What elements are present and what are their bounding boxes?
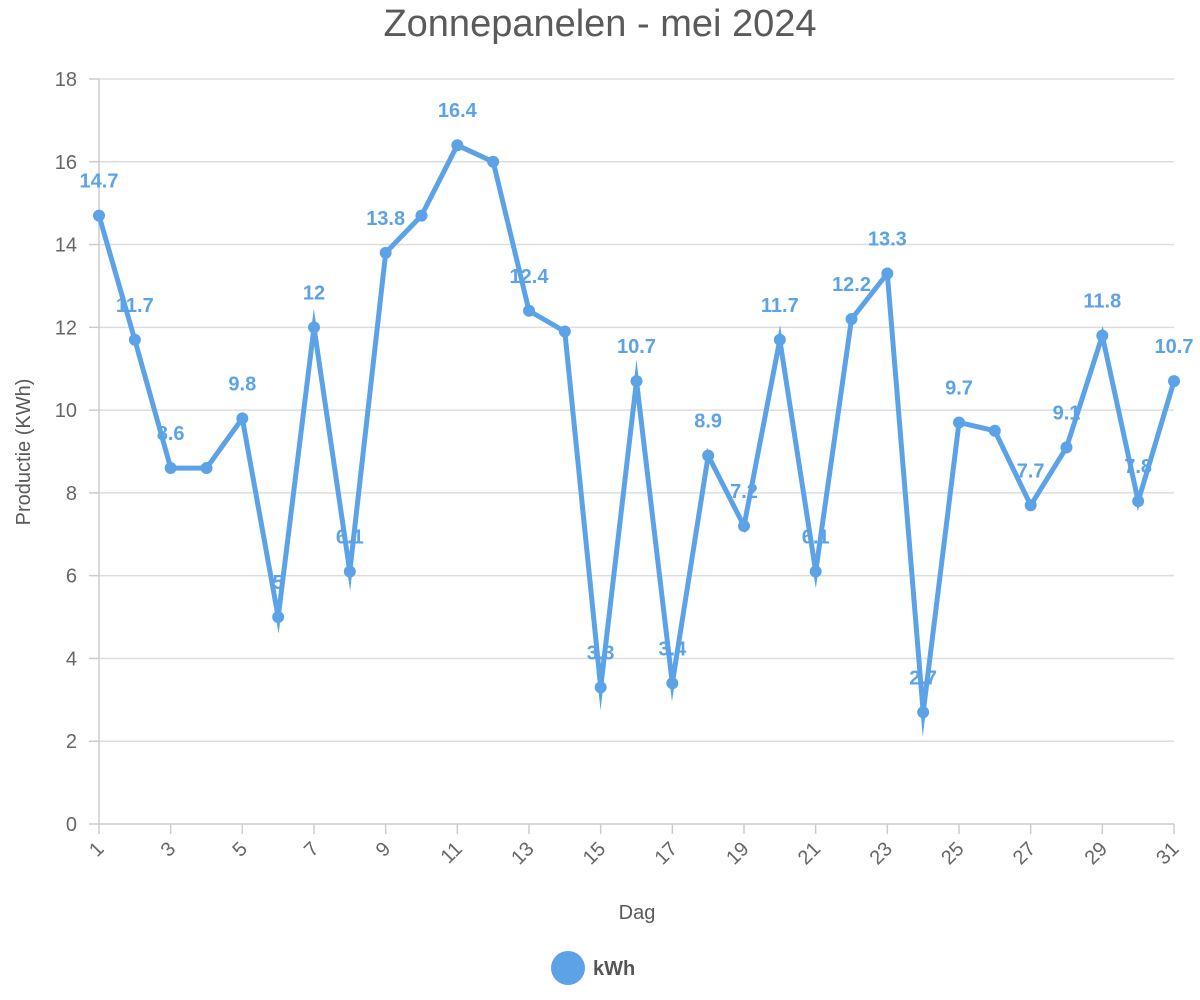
data-label: 13.8 (366, 208, 405, 230)
data-point[interactable] (702, 449, 715, 462)
data-label: 10.7 (1155, 336, 1194, 358)
data-point[interactable] (1024, 499, 1037, 512)
data-point[interactable] (594, 681, 607, 694)
data-label: 6.1 (336, 527, 364, 549)
data-point[interactable] (93, 209, 105, 222)
data-label: 9.8 (228, 373, 256, 395)
x-tick-label: 11 (437, 838, 467, 868)
data-point[interactable] (164, 462, 177, 475)
chart-title: Zonnepanelen - mei 2024 (383, 3, 816, 45)
data-point[interactable] (200, 462, 213, 475)
data-point[interactable] (1060, 441, 1073, 454)
data-label: 5 (273, 572, 284, 594)
data-label: 11.7 (116, 295, 154, 317)
data-point[interactable] (845, 313, 858, 326)
x-tick-label: 5 (228, 838, 251, 861)
data-label: 12 (303, 282, 325, 304)
series-kwh (93, 139, 1180, 737)
x-tick-label: 7 (300, 838, 323, 861)
data-point[interactable] (773, 333, 786, 346)
axes (89, 78, 1175, 834)
data-label: 3.4 (658, 638, 687, 660)
data-label: 13.3 (868, 229, 907, 251)
data-point[interactable] (558, 325, 571, 338)
data-label: 7.2 (730, 481, 758, 503)
y-tick-label: 0 (66, 814, 77, 836)
data-point[interactable] (1132, 495, 1145, 508)
data-point[interactable] (128, 333, 141, 346)
data-point[interactable] (1168, 375, 1180, 388)
legend-label: kWh (593, 958, 635, 980)
data-label: 6.1 (802, 527, 830, 549)
x-tick-labels: 1 3 5 7 9 11 13 15 17 19 21 23 25 27 29 31 (85, 838, 1183, 869)
x-tick-label: 9 (372, 838, 395, 861)
data-point[interactable] (1096, 329, 1109, 342)
x-tick-label: 3 (157, 838, 180, 861)
x-tick-label: 1 (85, 838, 108, 861)
x-tick-label: 31 (1152, 838, 1183, 869)
data-label: 2.7 (909, 667, 937, 689)
x-tick-label: 23 (866, 838, 897, 869)
y-tick-label: 6 (66, 566, 77, 588)
data-label: 8.9 (694, 411, 722, 433)
x-axis-title: Dag (619, 902, 656, 924)
y-tick-label: 18 (55, 69, 77, 91)
data-point[interactable] (953, 416, 965, 429)
y-tick-label: 8 (66, 483, 77, 505)
data-label: 12.4 (510, 266, 550, 288)
data-label: 10.7 (617, 336, 656, 358)
data-label: 11.7 (761, 295, 799, 317)
data-point[interactable] (738, 520, 750, 532)
data-label: 16.4 (438, 100, 478, 122)
data-point[interactable] (343, 565, 356, 578)
y-tick-label: 2 (66, 731, 77, 753)
data-label: 8.6 (157, 423, 185, 445)
x-tick-label: 13 (507, 838, 538, 869)
y-tick-label: 4 (66, 648, 77, 670)
data-point[interactable] (379, 246, 392, 259)
data-point[interactable] (487, 155, 500, 168)
data-point[interactable] (630, 375, 643, 388)
data-point[interactable] (415, 209, 428, 222)
data-label: 3.3 (587, 642, 615, 664)
x-tick-label: 29 (1081, 838, 1112, 869)
data-point[interactable] (451, 139, 464, 152)
y-tick-label: 14 (55, 235, 77, 257)
x-tick-label: 25 (937, 838, 968, 869)
data-label: 9.1 (1053, 402, 1081, 424)
data-point[interactable] (236, 412, 249, 425)
data-label: 12.2 (832, 274, 871, 296)
y-tick-label: 12 (55, 317, 77, 339)
legend-marker-icon (551, 951, 585, 985)
legend[interactable]: kWh (551, 951, 635, 985)
data-point[interactable] (272, 611, 285, 624)
grid-lines (99, 78, 1174, 742)
data-label: 7.7 (1017, 460, 1045, 482)
data-point[interactable] (917, 706, 930, 719)
data-label: 11.8 (1083, 291, 1121, 313)
data-point[interactable] (809, 565, 822, 578)
x-tick-label: 17 (651, 838, 682, 869)
data-point[interactable] (881, 267, 894, 280)
y-tick-labels: 0 2 4 6 8 10 12 14 16 18 (55, 69, 77, 836)
y-tick-label: 10 (55, 400, 77, 422)
y-tick-label: 16 (55, 152, 77, 174)
series-line (96, 141, 1177, 737)
data-point[interactable] (308, 321, 320, 334)
data-point[interactable] (666, 677, 679, 690)
x-tick-label: 15 (579, 838, 610, 869)
data-label: 7.8 (1124, 456, 1152, 478)
y-axis-title: Productie (KWh) (13, 379, 35, 526)
x-tick-label: 21 (794, 838, 825, 869)
x-tick-label: 19 (722, 838, 753, 869)
data-label: 14.7 (80, 171, 119, 193)
data-point[interactable] (988, 424, 1001, 437)
x-tick-label: 27 (1009, 838, 1040, 869)
data-labels: 14.7 11.7 8.6 9.8 5 12 6.1 13.8 16.4 12.4 3.3 10.7 3… (80, 100, 1194, 689)
data-point[interactable] (523, 304, 535, 317)
data-label: 9.7 (945, 378, 973, 400)
